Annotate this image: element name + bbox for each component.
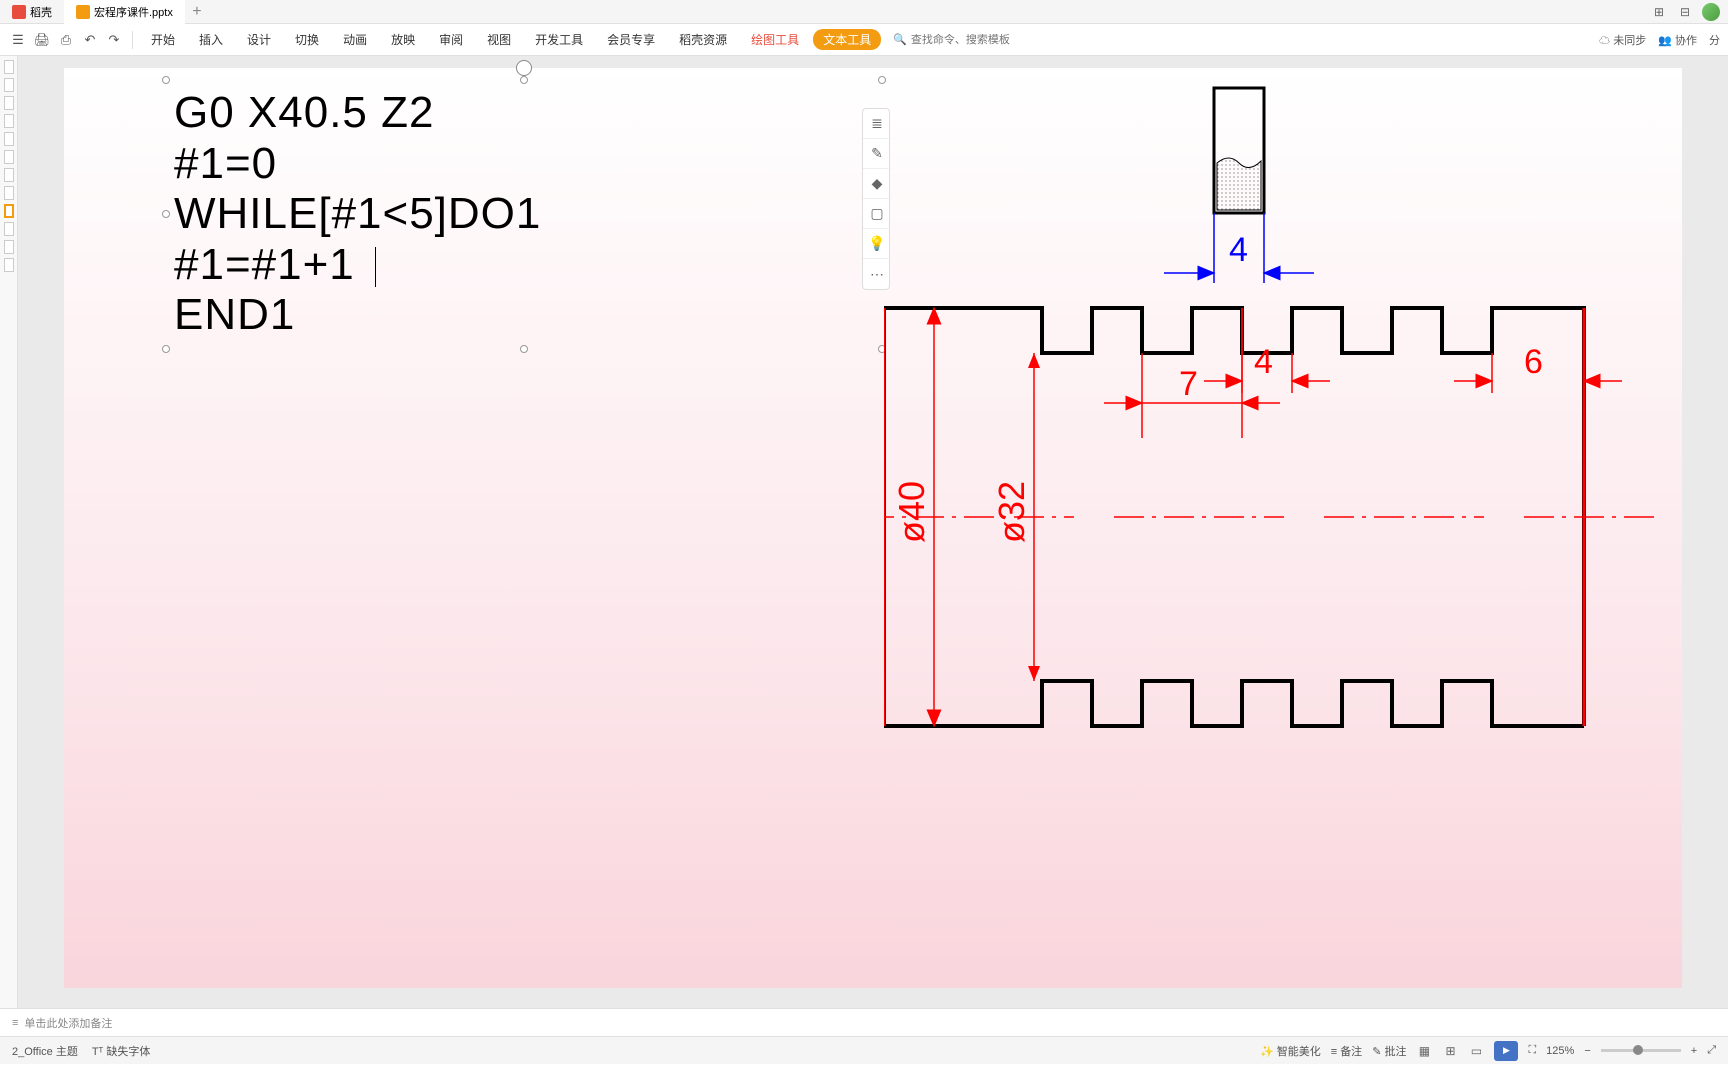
print-icon[interactable]: ⎙ [56,30,76,50]
menu-drawtools[interactable]: 绘图工具 [741,31,809,48]
menu-insert[interactable]: 插入 [189,31,233,48]
notes-icon: ≡ [12,1017,18,1029]
tab-add[interactable]: + [185,3,209,21]
view-normal-icon[interactable]: ▦ [1416,1043,1432,1059]
notes-bar[interactable]: ≡ 单击此处添加备注 [0,1008,1728,1036]
tab-home[interactable]: 稻壳 [0,0,64,24]
outline-bottom [884,681,1584,726]
thumb[interactable] [4,78,14,92]
menu-resources[interactable]: 稻壳资源 [669,31,737,48]
annotate-button[interactable]: ✎ 批注 [1372,1043,1406,1059]
titlebar: 稻壳 宏程序课件.pptx + ⊞ ⊟ [0,0,1728,24]
menu-vip[interactable]: 会员专享 [597,31,665,48]
zoom-label[interactable]: 125% [1546,1045,1574,1057]
tab-home-label: 稻壳 [30,4,52,20]
menu-start[interactable]: 开始 [141,31,185,48]
handle[interactable] [162,76,170,84]
handle[interactable] [520,345,528,353]
grid-icon[interactable]: ⊟ [1676,3,1694,21]
menu-transition[interactable]: 切换 [285,31,329,48]
beautify-button[interactable]: ✨ 智能美化 [1260,1043,1321,1059]
thumb[interactable] [4,168,14,182]
play-button[interactable]: ▶ [1494,1041,1518,1061]
menu-texttools[interactable]: 文本工具 [813,29,881,50]
thumb[interactable] [4,150,14,164]
dim-7: 7 [1179,365,1198,403]
view-reading-icon[interactable]: ▭ [1468,1043,1484,1059]
status-theme[interactable]: 2_Office 主题 [12,1043,78,1059]
dim-d40: ø40 [891,481,932,543]
notes-placeholder: 单击此处添加备注 [24,1015,112,1031]
thumb[interactable] [4,96,14,110]
dim-d32: ø32 [991,481,1032,543]
handle[interactable] [162,210,170,218]
tab-file-label: 宏程序课件.pptx [94,4,173,20]
view-sorter-icon[interactable]: ⊞ [1442,1043,1458,1059]
zoom-in[interactable]: + [1691,1045,1697,1057]
tool-shape [1214,88,1264,213]
window-controls: ⊞ ⊟ [1650,3,1728,21]
slide-thumbnails [0,56,18,1008]
thumb[interactable] [4,186,14,200]
main-area: G0 X40.5 Z2 #1=0 WHILE[#1<5]DO1 #1=#1+1 … [0,56,1728,1008]
dim-4: 4 [1254,343,1273,381]
thumb[interactable] [4,114,14,128]
selection-handles [166,80,882,349]
thumb-active[interactable] [4,204,14,218]
dim-top-4: 4 [1229,231,1248,269]
search-box[interactable]: 🔍 [893,33,1011,46]
textbox[interactable]: G0 X40.5 Z2 #1=0 WHILE[#1<5]DO1 #1=#1+1 … [174,88,874,341]
status-font[interactable]: Tᵀ 缺失字体 [92,1043,151,1059]
remark-button[interactable]: ≡ 备注 [1331,1043,1362,1059]
app-icon [12,5,26,19]
ribbon-right: ☁ 未同步 👥 协作 分 [1599,32,1720,48]
menu-view[interactable]: 视图 [477,31,521,48]
menu-animation[interactable]: 动画 [333,31,377,48]
menu-design[interactable]: 设计 [237,31,281,48]
canvas: G0 X40.5 Z2 #1=0 WHILE[#1<5]DO1 #1=#1+1 … [18,56,1728,1008]
menu-icon[interactable]: ☰ [8,30,28,50]
layout-icon[interactable]: ⊞ [1650,3,1668,21]
expand-icon[interactable]: ⤢ [1707,1044,1716,1057]
tab-file[interactable]: 宏程序课件.pptx [64,0,185,24]
zoom-slider[interactable] [1601,1049,1681,1052]
ribbon: ☰ 🖨 ⎙ ↶ ↷ 开始 插入 设计 切换 动画 放映 审阅 视图 开发工具 会… [0,24,1728,56]
status-bar: 2_Office 主题 Tᵀ 缺失字体 ✨ 智能美化 ≡ 备注 ✎ 批注 ▦ ⊞… [0,1036,1728,1064]
dim-6: 6 [1524,343,1543,381]
thumb[interactable] [4,60,14,74]
status-right: ✨ 智能美化 ≡ 备注 ✎ 批注 ▦ ⊞ ▭ ▶ ⛶ 125% − + ⤢ [1260,1041,1716,1061]
thumb[interactable] [4,132,14,146]
menu-review[interactable]: 审阅 [429,31,473,48]
fit-icon[interactable]: ⛶ [1528,1044,1536,1057]
collab-button[interactable]: 👥 协作 [1658,32,1697,48]
rotate-handle[interactable] [516,60,532,76]
thumb[interactable] [4,240,14,254]
zoom-thumb[interactable] [1633,1045,1643,1055]
diagram-svg: 4 [884,83,1664,963]
sync-status[interactable]: ☁ 未同步 [1599,32,1646,48]
ppt-icon [76,5,90,19]
slide[interactable]: G0 X40.5 Z2 #1=0 WHILE[#1<5]DO1 #1=#1+1 … [64,68,1682,988]
thumb[interactable] [4,258,14,272]
save-icon[interactable]: 🖨 [32,30,52,50]
handle[interactable] [520,76,528,84]
separator [132,31,133,49]
undo-icon[interactable]: ↶ [80,30,100,50]
menu-devtools[interactable]: 开发工具 [525,31,593,48]
redo-icon[interactable]: ↷ [104,30,124,50]
avatar[interactable] [1702,3,1720,21]
menu-slideshow[interactable]: 放映 [381,31,425,48]
zoom-out[interactable]: − [1584,1045,1590,1057]
handle[interactable] [162,345,170,353]
share-button[interactable]: 分 [1709,32,1720,48]
thumb[interactable] [4,222,14,236]
search-input[interactable] [911,34,1011,46]
technical-diagram: 4 [884,83,1664,963]
search-icon: 🔍 [893,33,907,46]
